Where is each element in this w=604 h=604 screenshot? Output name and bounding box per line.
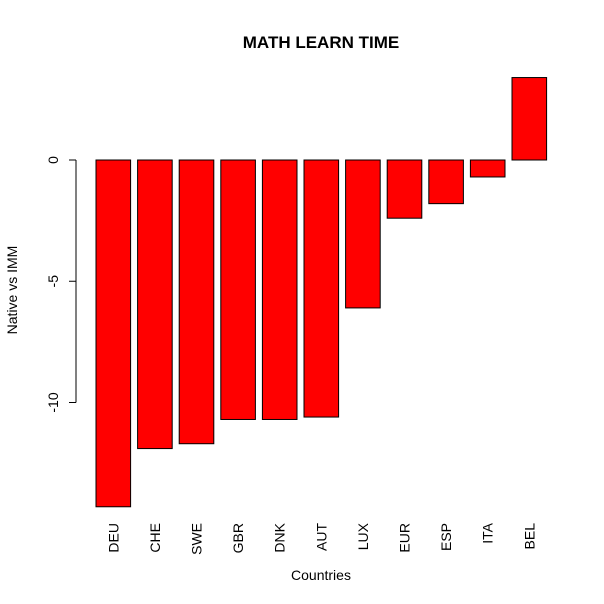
x-tick-label-esp: ESP bbox=[438, 523, 454, 551]
y-axis-label: Native vs IMM bbox=[4, 246, 20, 335]
bar-bel bbox=[511, 77, 548, 161]
x-tick-label-che: CHE bbox=[147, 523, 163, 553]
chart-title: MATH LEARN TIME bbox=[243, 33, 399, 52]
x-tick-label-lux: LUX bbox=[355, 522, 371, 550]
x-tick-labels: DEU CHE SWE GBR DNK AUT LUX EUR ESP ITA BEL bbox=[105, 522, 537, 555]
bar-deu bbox=[95, 159, 132, 508]
y-tick-label: 0 bbox=[45, 156, 61, 164]
bars bbox=[95, 77, 548, 508]
bar-esp bbox=[428, 159, 464, 205]
bar-che bbox=[137, 159, 173, 450]
bar-eur bbox=[386, 159, 423, 219]
x-tick-label-swe: SWE bbox=[189, 523, 205, 555]
y-axis: 0 -5 -10 bbox=[45, 156, 77, 413]
x-tick-label-dnk: DNK bbox=[272, 522, 288, 552]
y-tick-label: -10 bbox=[45, 392, 61, 412]
x-tick-label-eur: EUR bbox=[397, 523, 413, 553]
y-tick-label: -5 bbox=[45, 275, 61, 288]
bar-aut bbox=[303, 159, 340, 418]
bar-dnk bbox=[261, 159, 298, 420]
x-tick-label-bel: BEL bbox=[521, 523, 537, 550]
bar-swe bbox=[178, 159, 215, 445]
bar-lux bbox=[345, 159, 381, 309]
x-tick-label-deu: DEU bbox=[105, 523, 121, 553]
x-tick-label-ita: ITA bbox=[480, 522, 496, 543]
x-tick-label-gbr: GBR bbox=[230, 523, 246, 553]
x-tick-label-aut: AUT bbox=[313, 523, 329, 551]
x-axis-label: Countries bbox=[291, 567, 351, 583]
bar-ita bbox=[469, 159, 506, 178]
bar-gbr bbox=[220, 159, 256, 420]
